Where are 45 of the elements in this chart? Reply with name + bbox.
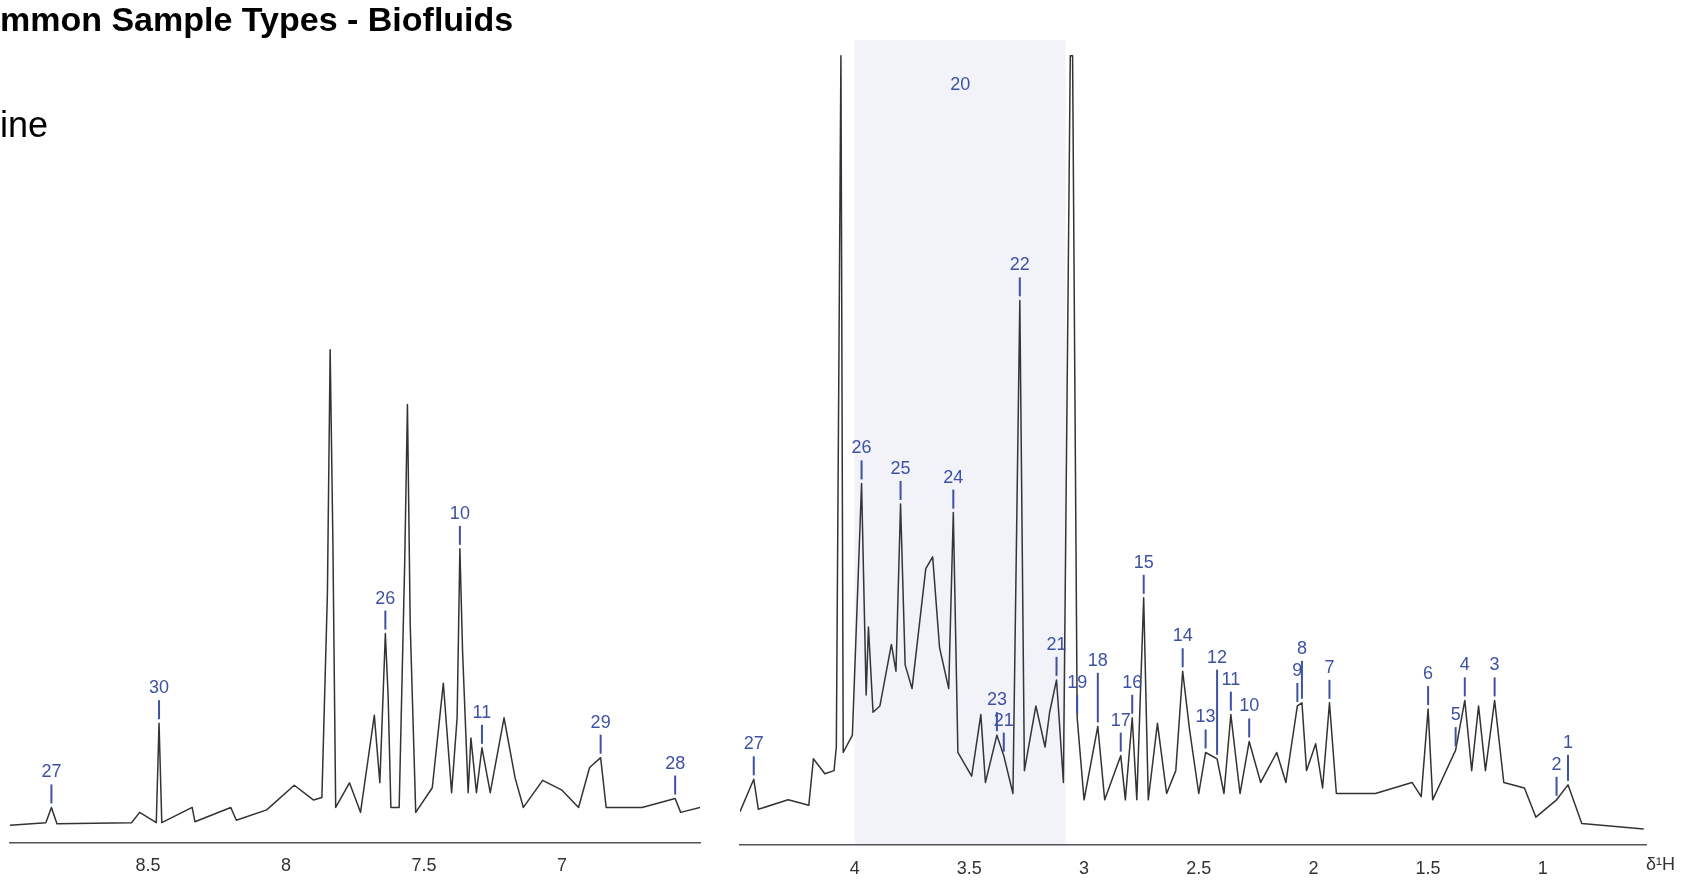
annotation: 12	[1207, 646, 1228, 667]
annotation: 4	[1459, 654, 1470, 675]
annotation: 10	[1239, 695, 1260, 716]
annotation: 17	[1110, 709, 1131, 730]
annotation: 11	[1221, 668, 1241, 689]
annotation: 5	[1450, 704, 1461, 725]
x-tick-label: 2.5	[1186, 857, 1212, 878]
x-axis-title: δ¹H	[1646, 854, 1676, 875]
chart-subtitle: ine	[0, 104, 49, 146]
x-tick-label: 4	[849, 857, 860, 878]
chart-title: mmon Sample Types - Biofluids	[0, 0, 514, 39]
annotation: 26	[851, 437, 872, 458]
annotation: 29	[590, 711, 611, 732]
annotation: 30	[149, 677, 170, 698]
annotation: 25	[890, 457, 911, 478]
x-tick-label: 2	[1308, 857, 1319, 878]
annotation: 3	[1489, 654, 1500, 675]
annotation: 23	[986, 689, 1007, 710]
x-tick-label: 7.5	[411, 855, 437, 876]
annotation: 27	[41, 761, 62, 782]
annotation: 11	[472, 701, 492, 722]
annotation: 26	[375, 587, 396, 608]
annotation: 6	[1423, 663, 1434, 684]
annotation: 15	[1133, 551, 1154, 572]
annotation: 18	[1087, 649, 1108, 670]
x-tick-label: 8.5	[135, 855, 161, 876]
x-tick-label: 8	[280, 855, 292, 876]
annotation: 13	[1195, 706, 1216, 727]
x-tick-label: 1	[1537, 857, 1548, 878]
annotation: 7	[1324, 656, 1335, 677]
x-tick-label: 3	[1079, 857, 1090, 878]
annotation: 28	[665, 752, 686, 773]
annotation: 1	[1563, 731, 1574, 752]
annotation: 27	[743, 733, 764, 754]
annotation: 10	[449, 502, 470, 523]
annotation: 24	[943, 466, 964, 487]
annotation: 9	[1292, 659, 1303, 680]
annotation: 8	[1296, 637, 1307, 658]
annotation: 22	[1009, 254, 1030, 275]
x-tick-label: 3.5	[956, 857, 982, 878]
x-tick-label: 1.5	[1415, 857, 1441, 878]
annotation: 2	[1551, 753, 1562, 774]
x-tick-label: 7	[556, 855, 568, 876]
band-label: 20	[950, 73, 971, 94]
annotation: 14	[1172, 625, 1193, 646]
